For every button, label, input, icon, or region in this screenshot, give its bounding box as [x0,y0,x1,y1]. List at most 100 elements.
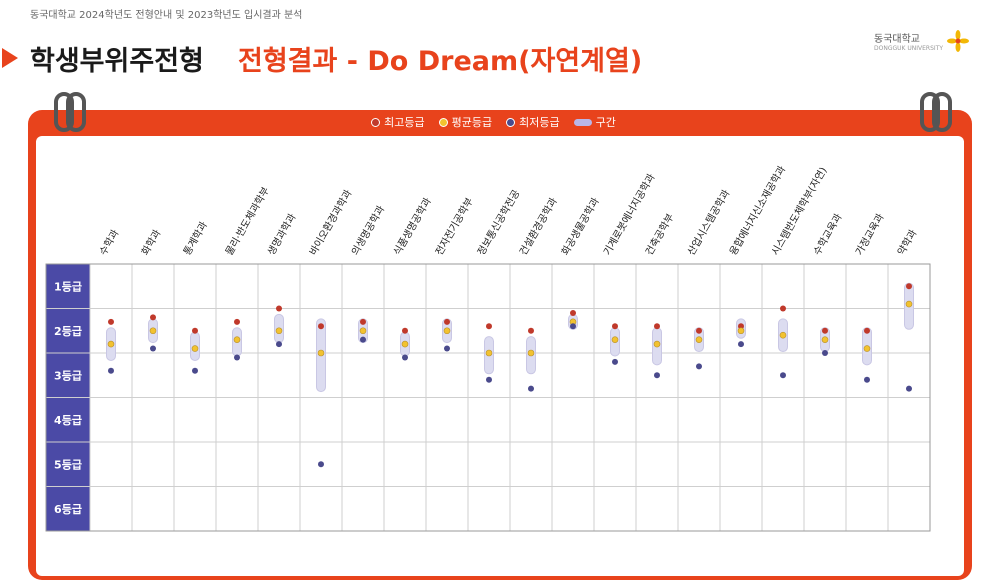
best-grade-point [318,323,324,330]
x-tick-label: 화학과 [139,228,163,258]
best-grade-point [150,314,156,321]
legend-worst-label: 최저등급 [519,116,560,129]
x-tick-label: 통계학과 [181,220,210,258]
best-grade-point [780,305,786,312]
title-mark [2,48,18,68]
legend-avg-label: 평균등급 [451,116,493,129]
best-grade-point [570,309,576,316]
x-tick-label: 건축공학부 [643,212,676,258]
worst-grade-point [444,345,450,352]
chart-legend: 최고등급 평균등급 최저등급 구간 [0,114,987,130]
best-grade-point [108,318,114,325]
x-tick-label: 가정교육과 [853,212,886,258]
y-tick-label: 2등급 [54,325,82,338]
worst-grade-point [150,345,156,352]
avg-grade-point [443,327,451,335]
best-grade-point [402,327,408,334]
worst-grade-point [486,376,492,383]
best-grade-point [360,318,366,325]
legend-range: 구간 [573,114,616,130]
avg-grade-point [527,349,535,357]
avg-grade-point [317,349,325,357]
x-tick-label: 산업시스템공학과 [684,187,732,257]
best-grade-point [738,323,744,330]
avg-grade-point [149,327,157,335]
y-tick-label: 3등급 [54,369,82,382]
x-tick-label: 화공생물공학과 [559,196,602,258]
range-bar-icon [573,118,592,126]
x-tick-label: 물리·반도체과학부 [223,185,272,257]
x-tick-label: 건설환경공학과 [516,195,559,257]
worst-grade-point [906,385,912,392]
best-grade-point [276,305,282,312]
worst-grade-point [738,341,744,348]
logo-sub: DONGGUK UNIVERSITY [874,45,943,52]
best-grade-point [696,327,702,334]
worst-grade-point [402,354,408,361]
best-grade-point [612,323,618,330]
legend-avg: 평균등급 [438,114,493,130]
best-grade-point [906,283,912,290]
avg-dot-icon [438,117,448,127]
worst-grade-point [654,372,660,379]
avg-grade-point [695,336,703,343]
university-logo: 동국대학교 DONGGUK UNIVERSITY [874,30,969,52]
binder-ring-left-2 [66,92,86,132]
worst-dot-icon [506,117,516,127]
best-grade-point [654,323,660,330]
worst-grade-point [612,358,618,365]
x-tick-label: 식품생명공학과 [391,196,434,258]
y-tick-label: 5등급 [54,458,82,471]
best-dot-icon [371,117,381,127]
logo-text: 동국대학교 [874,34,920,45]
best-grade-point [486,323,492,330]
avg-grade-point [191,345,199,352]
y-tick-label: 6등급 [54,503,82,516]
worst-grade-point [318,461,324,468]
avg-grade-point [359,327,367,335]
avg-grade-point [905,300,913,308]
worst-grade-point [528,385,534,392]
x-tick-label: 바이오환경과학과 [306,187,354,257]
best-grade-point [444,318,450,325]
best-grade-point [528,327,534,334]
avg-grade-point [611,336,619,343]
avg-grade-point [401,340,409,348]
worst-grade-point [570,323,576,330]
y-tick-label: 4등급 [54,414,82,427]
page-subtitle: 동국대학교 2024학년도 전형안내 및 2023학년도 입시결과 분석 [30,10,303,21]
x-tick-label: 생명과학과 [265,212,298,258]
binder-ring-right-2 [932,92,952,132]
y-tick-label: 1등급 [54,280,82,293]
binder-ring-right-1 [920,92,940,132]
worst-grade-point [822,350,828,356]
legend-range-label: 구간 [595,116,616,129]
x-tick-label: 의생명공학과 [349,204,387,258]
avg-grade-point [821,336,829,343]
x-tick-label: 수학과 [97,228,121,258]
best-grade-point [864,327,870,334]
x-tick-label: 수학교육과 [811,212,844,258]
avg-grade-point [275,327,283,335]
worst-grade-point [276,341,282,348]
worst-grade-point [780,372,786,379]
best-grade-point [234,318,240,325]
x-tick-label: 약학과 [895,228,919,258]
range-dot-chart: 1등급 2등급 3등급 4등급 5등급 6등급 수학과 화학과 통계학과 물리·반도체과학부생명과… [45,164,931,532]
best-grade-point [822,327,828,334]
x-tick-label: 전자전기공학부 [433,196,476,258]
worst-grade-point [864,376,870,383]
page-title-accent: 전형결과 - Do Dream(자연계열) [238,46,643,77]
best-grade-point [192,327,198,334]
worst-grade-point [360,336,366,343]
avg-grade-point [863,345,871,352]
avg-grade-point [737,327,745,335]
binder-ring-left-1 [54,92,74,132]
worst-grade-point [696,363,702,370]
x-tick-label: 정보통신공학전공 [475,188,522,258]
avg-grade-point [485,349,493,357]
worst-grade-point [192,367,198,374]
avg-grade-point [107,340,115,348]
worst-grade-point [234,354,240,361]
page-title: 학생부위주전형 [30,46,204,77]
